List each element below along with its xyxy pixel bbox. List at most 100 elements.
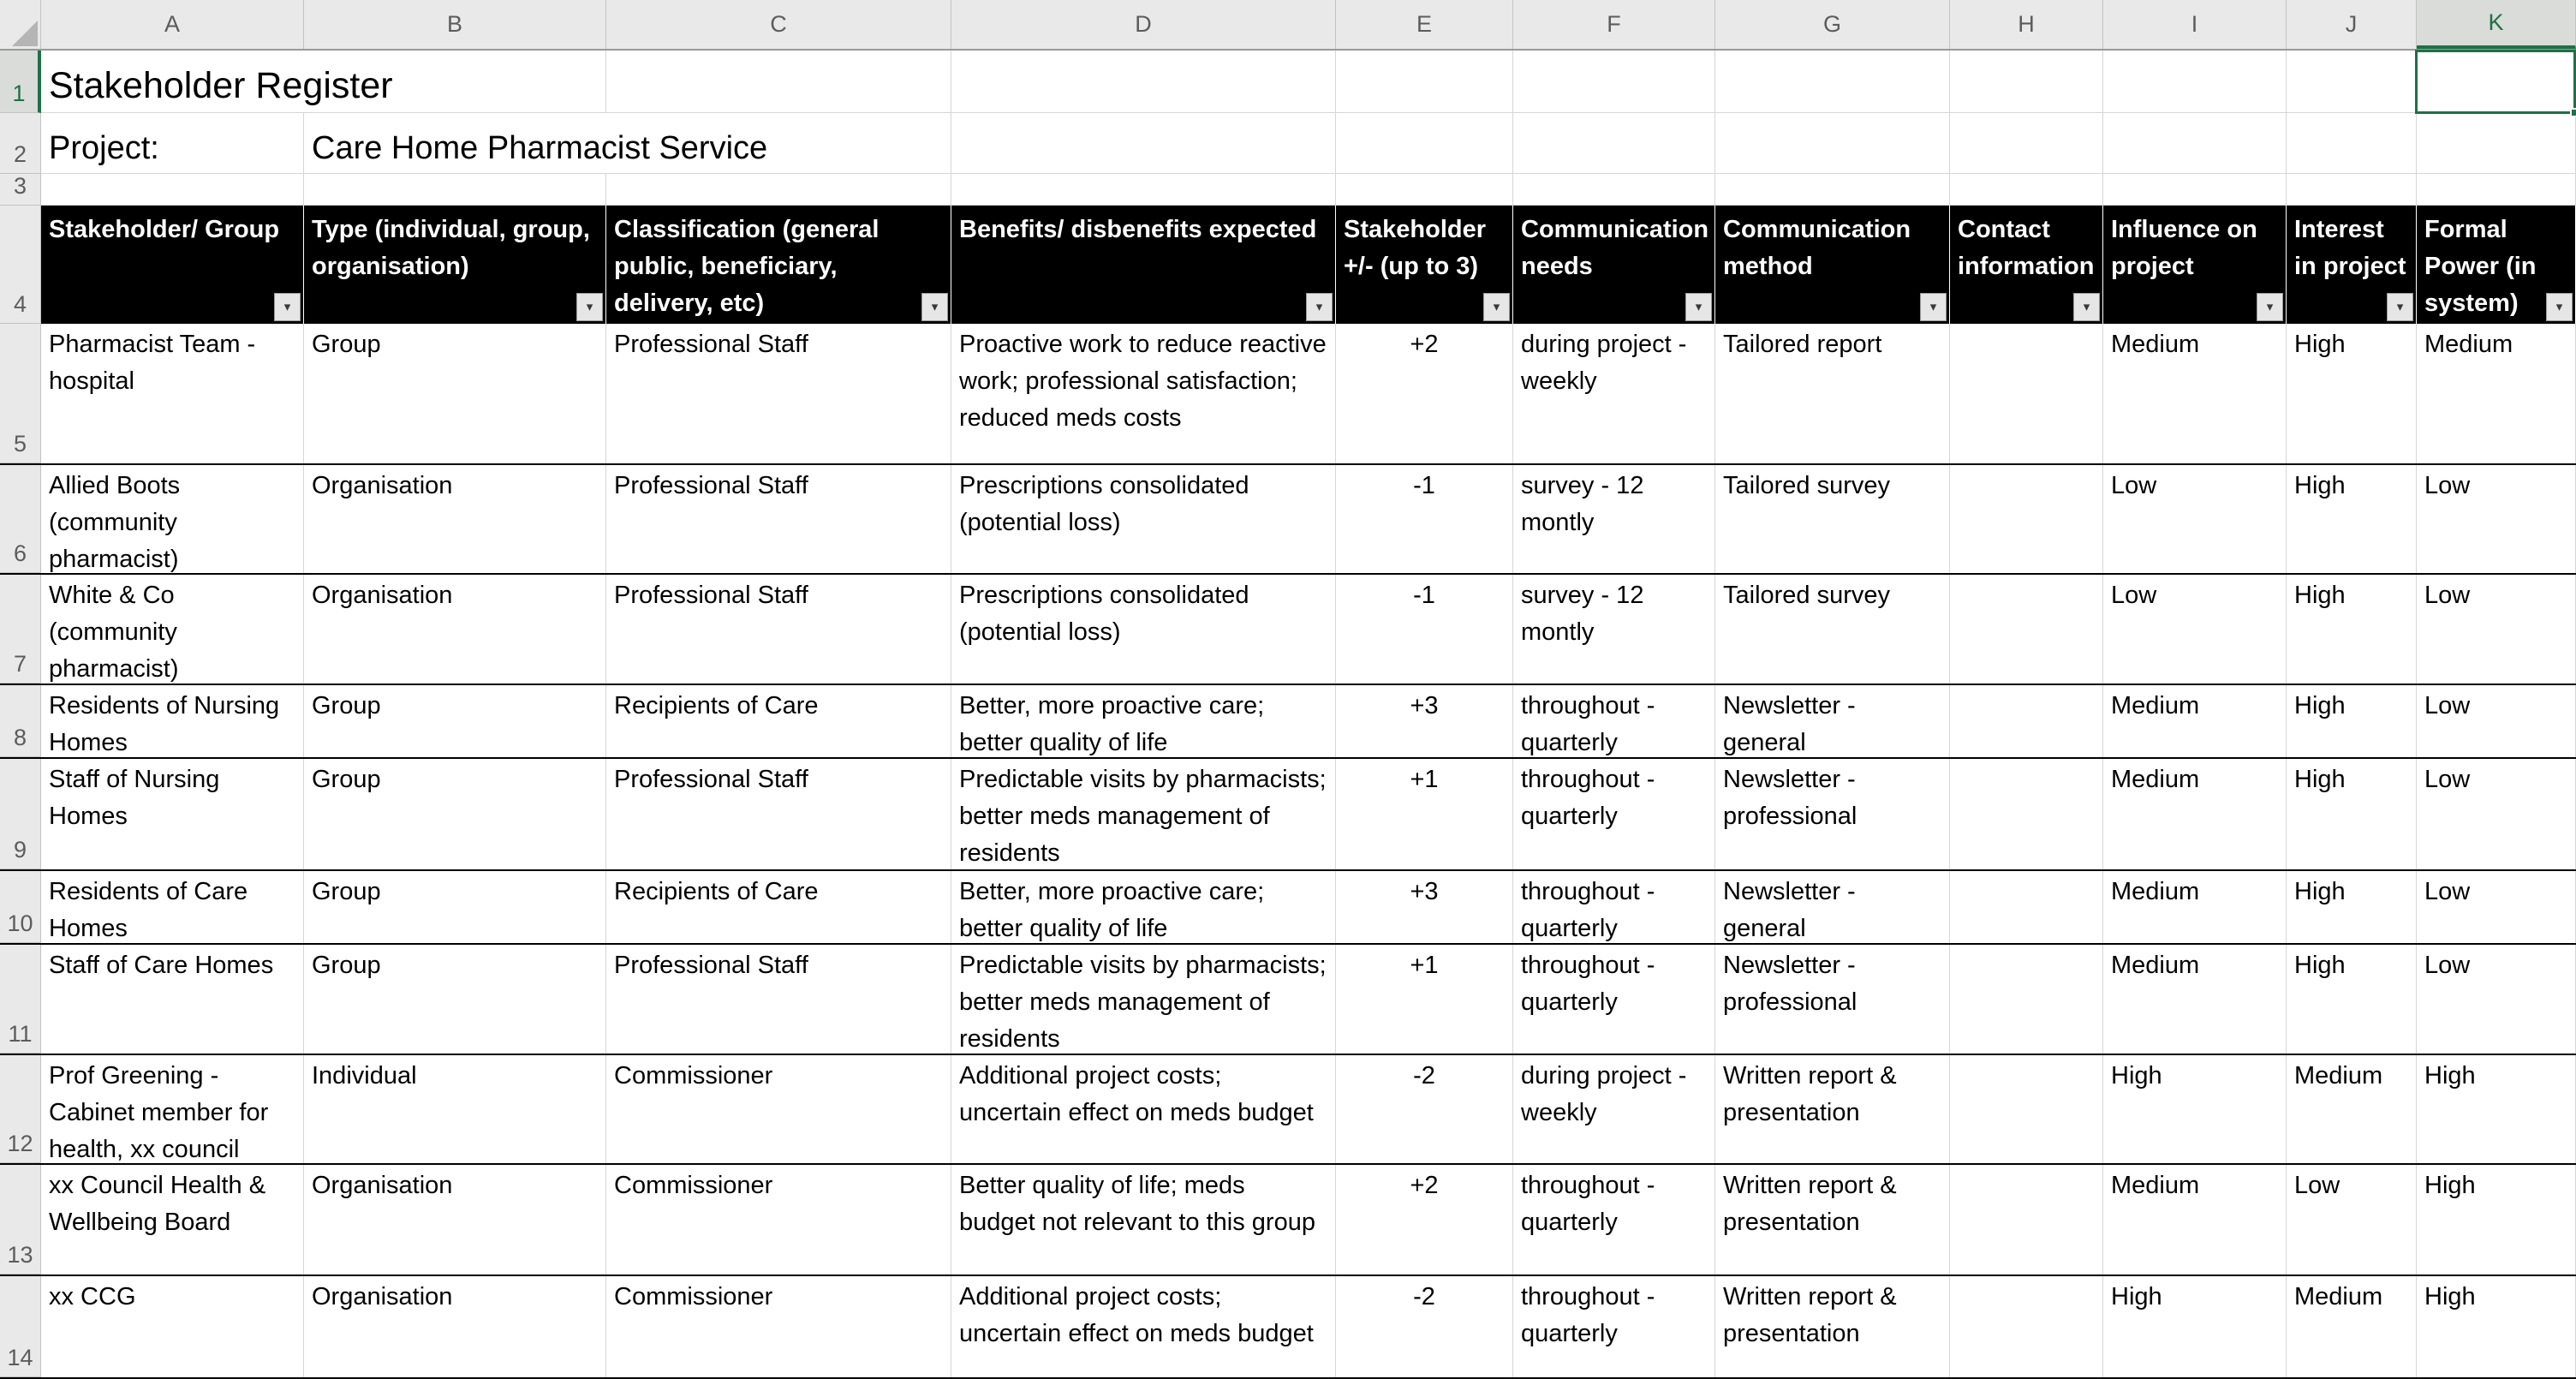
cell-F8[interactable]: throughout - quarterly xyxy=(1513,685,1715,757)
cell-G14[interactable]: Written report & presentation xyxy=(1715,1276,1950,1377)
cell-J13[interactable]: Low xyxy=(2287,1165,2417,1275)
cell-D12[interactable]: Additional project costs; uncertain effe… xyxy=(951,1055,1336,1163)
cell-C1[interactable] xyxy=(606,51,951,113)
cell-H1[interactable] xyxy=(1950,51,2103,113)
cell-D5[interactable]: Proactive work to reduce reactive work; … xyxy=(951,324,1336,463)
cell-H4[interactable]: Contact information ▾ xyxy=(1950,206,2103,324)
cell-D10[interactable]: Better, more proactive care; better qual… xyxy=(951,871,1336,943)
column-header-C[interactable]: C xyxy=(606,0,951,49)
cell-H12[interactable] xyxy=(1950,1055,2103,1163)
cell-H9[interactable] xyxy=(1950,759,2103,869)
column-header-B[interactable]: B xyxy=(304,0,606,49)
column-header-A[interactable]: A xyxy=(41,0,304,49)
cell-D7[interactable]: Prescriptions consolidated (potential lo… xyxy=(951,575,1336,684)
cell-B2[interactable]: Care Home Pharmacist Service xyxy=(304,113,951,174)
cell-C3[interactable] xyxy=(606,174,951,206)
cell-K6[interactable]: Low xyxy=(2417,465,2576,573)
filter-button-D[interactable]: ▾ xyxy=(1306,293,1333,321)
cell-J12[interactable]: Medium xyxy=(2287,1055,2417,1163)
cell-F9[interactable]: throughout - quarterly xyxy=(1513,759,1715,869)
cell-I11[interactable]: Medium xyxy=(2103,945,2287,1054)
row-header-5[interactable]: 5 xyxy=(0,324,41,463)
cell-H2[interactable] xyxy=(1950,113,2103,174)
cell-F5[interactable]: during project - weekly xyxy=(1513,324,1715,463)
cell-H8[interactable] xyxy=(1950,685,2103,757)
cell-E2[interactable] xyxy=(1336,113,1513,174)
column-header-G[interactable]: G xyxy=(1715,0,1950,49)
row-header-9[interactable]: 9 xyxy=(0,759,41,869)
cell-J5[interactable]: High xyxy=(2287,324,2417,463)
cell-E4[interactable]: Stakeholder +/- (up to 3) ▾ xyxy=(1336,206,1513,324)
filter-button-K[interactable]: ▾ xyxy=(2546,293,2573,321)
cell-K2[interactable] xyxy=(2417,113,2576,174)
cell-I12[interactable]: High xyxy=(2103,1055,2287,1163)
cell-K13[interactable]: High xyxy=(2417,1165,2576,1275)
cell-A13[interactable]: xx Council Health & Wellbeing Board xyxy=(41,1165,304,1275)
cell-G3[interactable] xyxy=(1715,174,1950,206)
cell-F7[interactable]: survey - 12 montly xyxy=(1513,575,1715,684)
cell-B12[interactable]: Individual xyxy=(304,1055,606,1163)
cell-J3[interactable] xyxy=(2287,174,2417,206)
cell-K3[interactable] xyxy=(2417,174,2576,206)
column-header-K[interactable]: K xyxy=(2417,0,2576,49)
cell-E3[interactable] xyxy=(1336,174,1513,206)
cell-K8[interactable]: Low xyxy=(2417,685,2576,757)
cell-F10[interactable]: throughout - quarterly xyxy=(1513,871,1715,943)
cell-C13[interactable]: Commissioner xyxy=(606,1165,951,1275)
filter-button-H[interactable]: ▾ xyxy=(2073,293,2100,321)
cell-K5[interactable]: Medium xyxy=(2417,324,2576,463)
cell-G13[interactable]: Written report & presentation xyxy=(1715,1165,1950,1275)
column-header-I[interactable]: I xyxy=(2103,0,2287,49)
fill-handle[interactable] xyxy=(2570,108,2576,117)
cell-D1[interactable] xyxy=(951,51,1336,113)
cell-E5[interactable]: +2 xyxy=(1336,324,1513,463)
cell-E1[interactable] xyxy=(1336,51,1513,113)
row-header-12[interactable]: 12 xyxy=(0,1055,41,1163)
cell-B10[interactable]: Group xyxy=(304,871,606,943)
cell-J1[interactable] xyxy=(2287,51,2417,113)
cell-B8[interactable]: Group xyxy=(304,685,606,757)
row-header-14[interactable]: 14 xyxy=(0,1276,41,1377)
cell-H5[interactable] xyxy=(1950,324,2103,463)
row-header-10[interactable]: 10 xyxy=(0,871,41,943)
cell-C5[interactable]: Professional Staff xyxy=(606,324,951,463)
cell-A8[interactable]: Residents of Nursing Homes xyxy=(41,685,304,757)
cell-B3[interactable] xyxy=(304,174,606,206)
cell-G1[interactable] xyxy=(1715,51,1950,113)
row-header-13[interactable]: 13 xyxy=(0,1165,41,1275)
row-header-6[interactable]: 6 xyxy=(0,465,41,573)
cell-H3[interactable] xyxy=(1950,174,2103,206)
cell-G10[interactable]: Newsletter - general xyxy=(1715,871,1950,943)
cell-K11[interactable]: Low xyxy=(2417,945,2576,1054)
cell-J8[interactable]: High xyxy=(2287,685,2417,757)
cell-A1[interactable]: Stakeholder Register xyxy=(41,51,606,113)
cell-K1[interactable] xyxy=(2417,51,2576,113)
cell-D14[interactable]: Additional project costs; uncertain effe… xyxy=(951,1276,1336,1377)
row-header-4[interactable]: 4 xyxy=(0,206,41,324)
cell-E8[interactable]: +3 xyxy=(1336,685,1513,757)
cell-A12[interactable]: Prof Greening - Cabinet member for healt… xyxy=(41,1055,304,1163)
cell-G5[interactable]: Tailored report xyxy=(1715,324,1950,463)
cell-I4[interactable]: Influence on project ▾ xyxy=(2103,206,2287,324)
filter-button-G[interactable]: ▾ xyxy=(1920,293,1947,321)
cell-E10[interactable]: +3 xyxy=(1336,871,1513,943)
cell-F6[interactable]: survey - 12 montly xyxy=(1513,465,1715,573)
cell-C14[interactable]: Commissioner xyxy=(606,1276,951,1377)
cell-C10[interactable]: Recipients of Care xyxy=(606,871,951,943)
column-header-D[interactable]: D xyxy=(951,0,1336,49)
cell-G11[interactable]: Newsletter - professional xyxy=(1715,945,1950,1054)
cell-K10[interactable]: Low xyxy=(2417,871,2576,943)
cell-B13[interactable]: Organisation xyxy=(304,1165,606,1275)
cell-C12[interactable]: Commissioner xyxy=(606,1055,951,1163)
cell-D2[interactable] xyxy=(951,113,1336,174)
cell-D8[interactable]: Better, more proactive care; better qual… xyxy=(951,685,1336,757)
cell-A5[interactable]: Pharmacist Team - hospital xyxy=(41,324,304,463)
cell-G7[interactable]: Tailored survey xyxy=(1715,575,1950,684)
cell-B11[interactable]: Group xyxy=(304,945,606,1054)
cell-E9[interactable]: +1 xyxy=(1336,759,1513,869)
cell-A4[interactable]: Stakeholder/ Group ▾ xyxy=(41,206,304,324)
row-header-7[interactable]: 7 xyxy=(0,575,41,684)
cell-H11[interactable] xyxy=(1950,945,2103,1054)
cell-D6[interactable]: Prescriptions consolidated (potential lo… xyxy=(951,465,1336,573)
cell-B9[interactable]: Group xyxy=(304,759,606,869)
